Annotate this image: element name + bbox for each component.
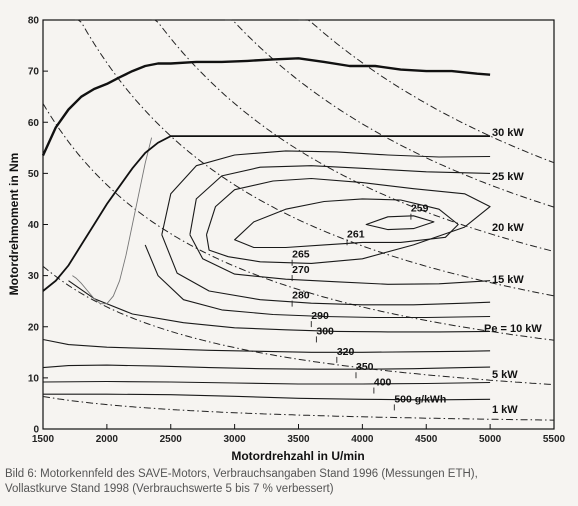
y-tick-label: 20 xyxy=(28,322,40,333)
power-curve-line xyxy=(298,19,555,164)
power-curve-line xyxy=(225,19,555,208)
iso-consumption-line xyxy=(42,338,491,353)
consumption-label: 500 g/kWh xyxy=(394,393,446,405)
iso-consumption-line xyxy=(189,234,491,285)
power-curve-line xyxy=(74,19,555,297)
consumption-label: 350 xyxy=(356,361,374,373)
power-curve-label: 20 kW xyxy=(492,222,524,234)
consumption-iso-lines xyxy=(42,137,491,401)
iso-consumption-line xyxy=(42,364,491,370)
consumption-label: 320 xyxy=(337,346,355,358)
consumption-label: 265 xyxy=(292,249,310,261)
consumption-label: 280 xyxy=(292,290,310,302)
power-curve-label: 5 kW xyxy=(492,369,518,381)
iso-consumption-line xyxy=(42,380,491,385)
y-tick-label: 30 xyxy=(28,271,40,282)
full-load-curve-1998 xyxy=(41,57,491,156)
y-tick-label: 60 xyxy=(28,118,40,129)
power-curve-label: 25 kW xyxy=(492,171,524,183)
power-curves xyxy=(42,19,555,421)
iso-consumption-line xyxy=(365,215,435,231)
power-curve-label: 15 kW xyxy=(492,274,524,286)
x-tick-label: 3000 xyxy=(224,434,247,445)
iso-consumption-line xyxy=(205,177,491,264)
y-tick-label: 10 xyxy=(28,373,40,384)
x-tick-label: 3500 xyxy=(287,434,310,445)
caption-line-2: Vollastkurve Stand 1998 (Verbrauchswerte… xyxy=(5,483,334,495)
iso-consumption-line xyxy=(189,165,491,235)
iso-consumption-line xyxy=(161,150,491,235)
axis-ticks: 1500 2000 2500 3000 3500 4000 4500 5000 5500 0 10 2… xyxy=(28,16,566,446)
iso-consumption-line xyxy=(161,234,491,306)
y-axis-label: Motordrehmoment in Nm xyxy=(7,153,21,296)
consumption-label: 290 xyxy=(311,310,329,322)
consumption-label: 259 xyxy=(411,203,429,215)
x-tick-label: 4500 xyxy=(415,434,438,445)
x-tick-label: 2500 xyxy=(160,434,183,445)
x-tick-label: 4000 xyxy=(351,434,374,445)
y-tick-label: 70 xyxy=(28,67,40,78)
y-tick-label: 0 xyxy=(33,425,39,436)
y-tick-label: 40 xyxy=(28,220,40,231)
x-axis-label: Motordrehzahl in U/min xyxy=(231,449,364,463)
thin-boundary-curve xyxy=(72,137,153,305)
iso-consumption-line xyxy=(144,244,491,319)
y-tick-label: 80 xyxy=(28,16,40,27)
consumption-label: 300 xyxy=(316,325,334,337)
x-tick-label: 2000 xyxy=(96,434,119,445)
full-load-curve-1996 xyxy=(42,135,491,292)
y-tick-label: 50 xyxy=(28,169,40,180)
iso-consumption-line xyxy=(234,198,459,249)
power-curve-line xyxy=(42,396,554,421)
power-curve-label: 30 kW xyxy=(492,127,524,139)
iso-consumption-line xyxy=(43,393,491,401)
x-tick-label: 1500 xyxy=(32,434,55,445)
power-curve-line xyxy=(151,19,555,252)
power-labels: 30 kW 25 kW 20 kW 15 kW Pe = 10 kW 5 kW 1 kW xyxy=(484,127,542,416)
power-curve-label: 1 kW xyxy=(492,404,518,416)
power-curve-label: Pe = 10 kW xyxy=(484,323,542,335)
x-tick-label: 5000 xyxy=(479,434,502,445)
consumption-label: 270 xyxy=(292,264,310,276)
consumption-label: 400 xyxy=(374,377,392,389)
caption-line-1: Bild 6: Motorkennfeld des SAVE-Motors, V… xyxy=(5,468,478,480)
x-tick-label: 5500 xyxy=(543,434,566,445)
iso-consumption-line xyxy=(68,280,491,333)
figure-caption: Bild 6: Motorkennfeld des SAVE-Motors, V… xyxy=(5,467,575,497)
power-curve-line xyxy=(42,103,555,341)
full-load-curves xyxy=(41,57,491,292)
consumption-label: 261 xyxy=(347,228,365,240)
